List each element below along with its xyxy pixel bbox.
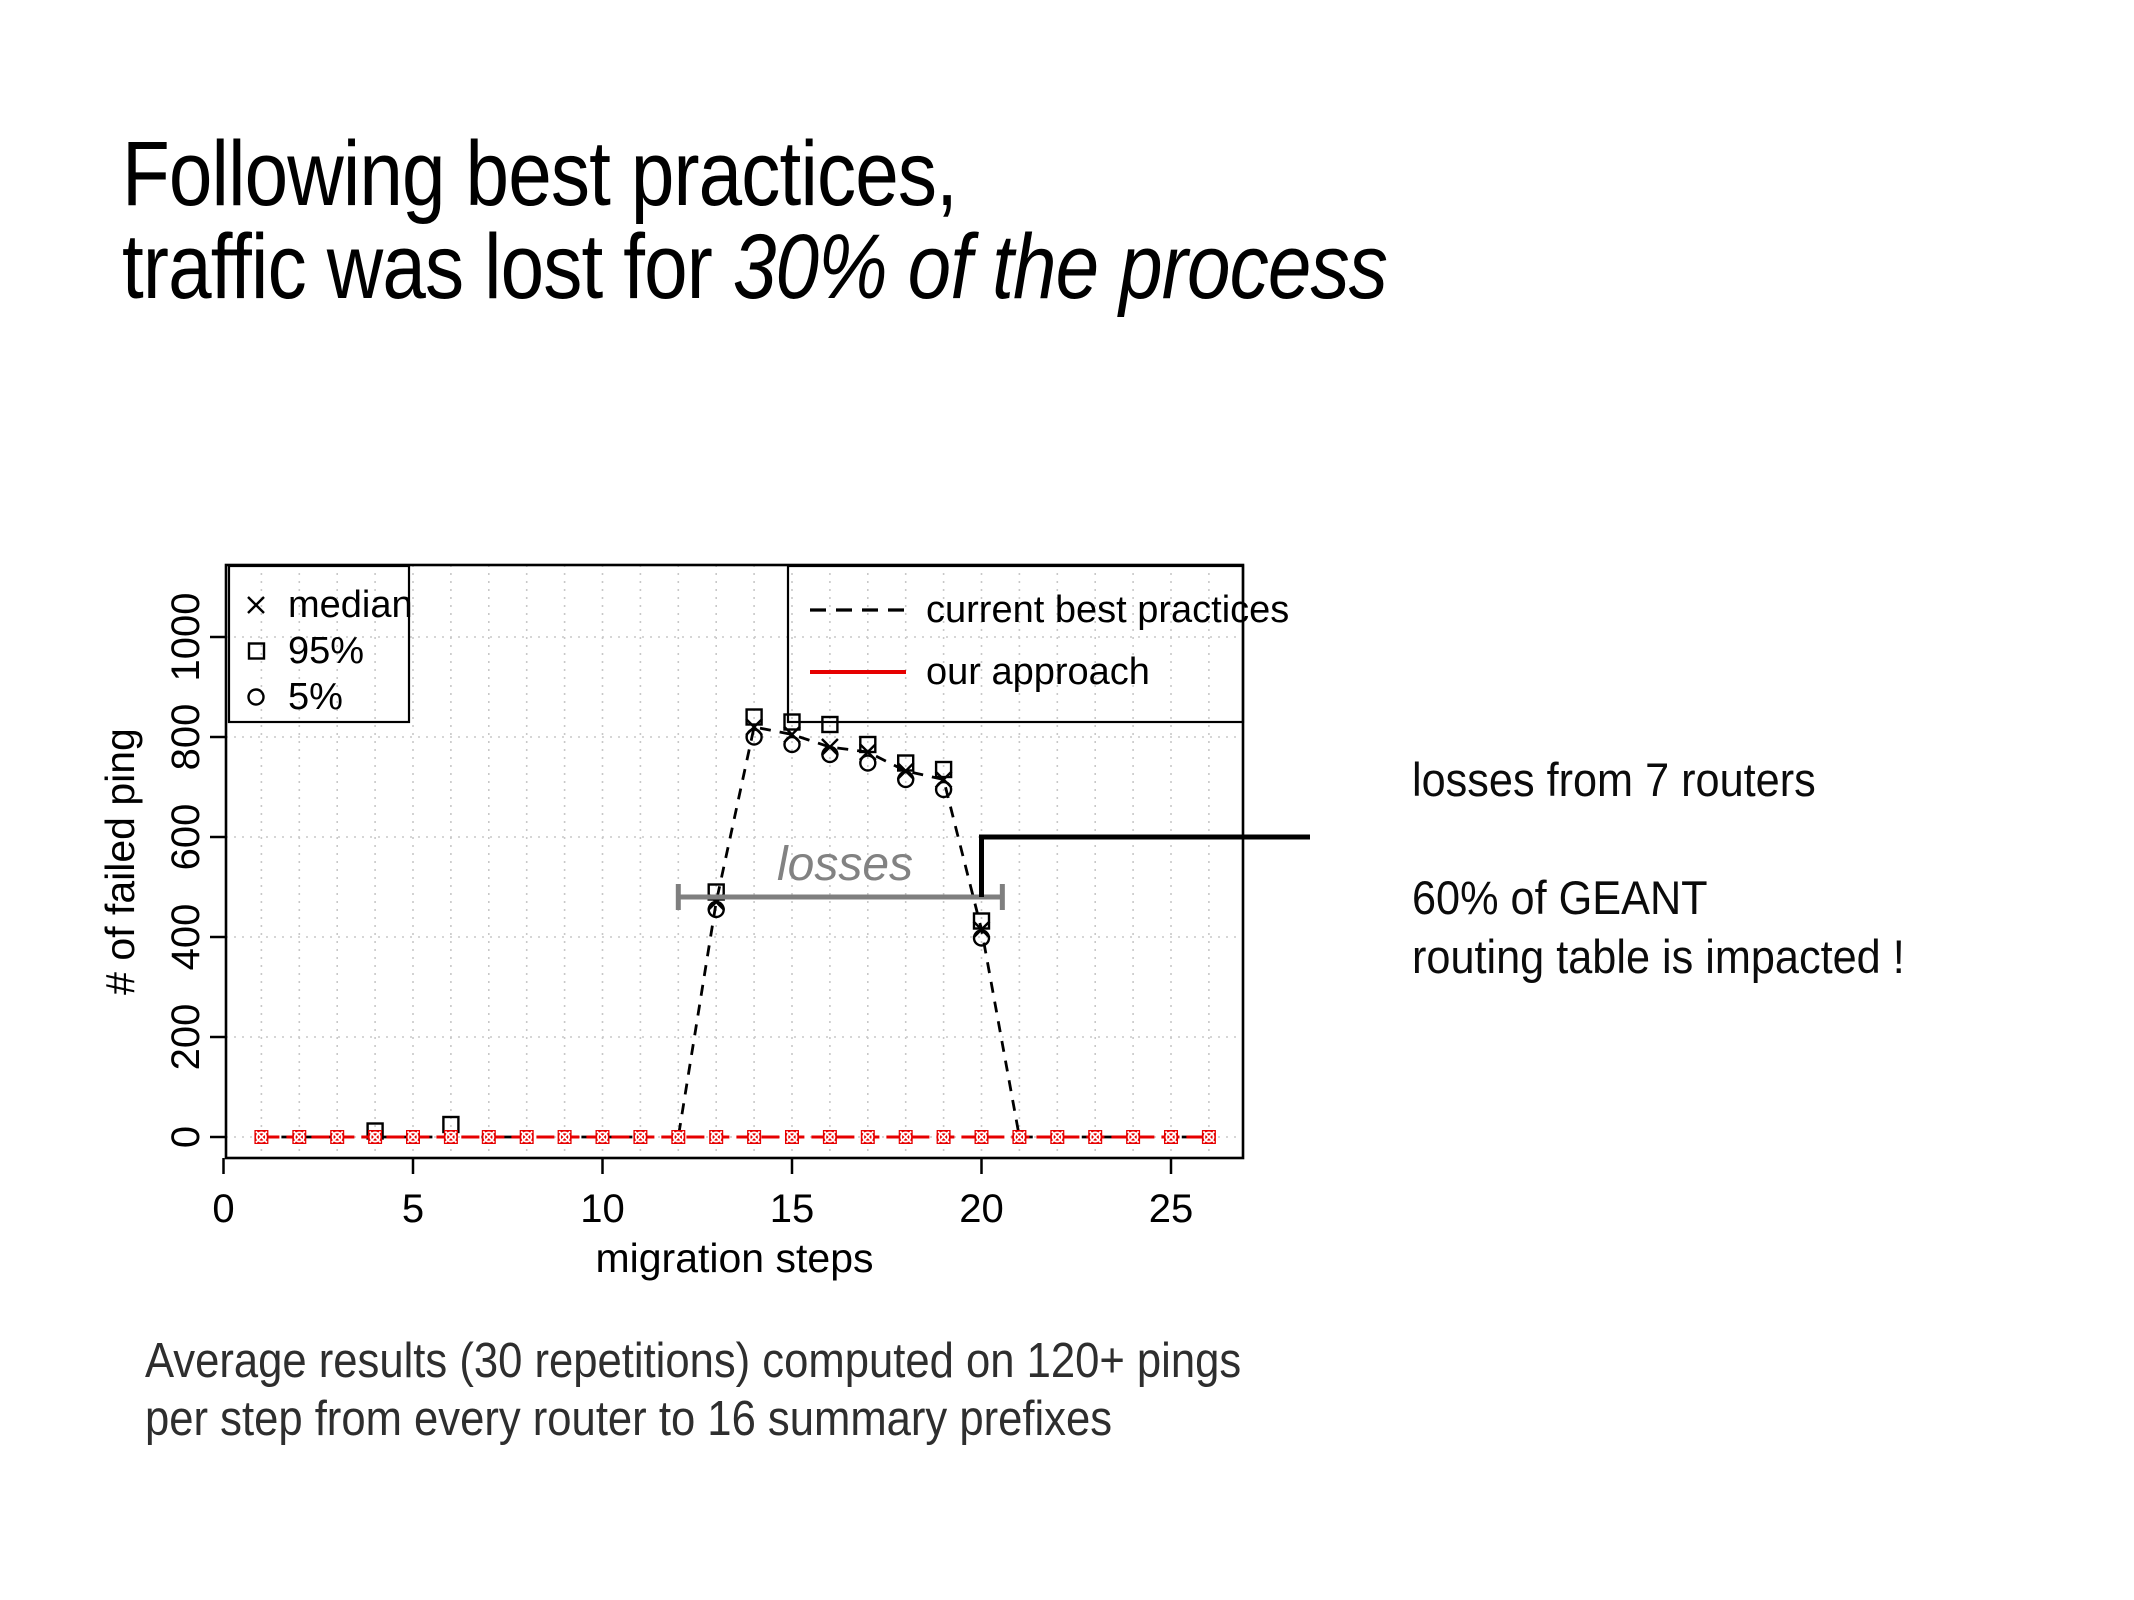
our-approach-marker bbox=[936, 1130, 951, 1144]
caption-line1: Average results (30 repetitions) compute… bbox=[145, 1334, 1242, 1388]
legend-square-icon bbox=[247, 642, 266, 660]
our-approach-marker bbox=[1126, 1130, 1141, 1144]
x-tick-label: 25 bbox=[1149, 1187, 1194, 1231]
our-approach-marker bbox=[974, 1130, 989, 1144]
p5-circle-marker bbox=[821, 745, 839, 764]
point-legend-label: median bbox=[288, 584, 413, 626]
our-approach-marker bbox=[633, 1130, 648, 1144]
y-axis: 0 200 400 600 800 1000 # of failed ping bbox=[97, 593, 226, 1148]
y-tick-label: 0 bbox=[164, 1126, 208, 1148]
annotation-losses-routers: losses from 7 routers bbox=[1412, 753, 1816, 806]
slide-title-line2: traffic was lost for 30% of the process bbox=[122, 216, 1388, 318]
annotation-geant-line2: routing table is impacted ! bbox=[1412, 930, 1905, 983]
our-approach-marker bbox=[898, 1130, 913, 1144]
our-approach-marker bbox=[785, 1130, 799, 1144]
our-approach-marker bbox=[1164, 1130, 1178, 1144]
our-approach-marker bbox=[406, 1130, 420, 1144]
our-approach-marker bbox=[595, 1130, 610, 1144]
our-approach-marker bbox=[860, 1130, 875, 1144]
y-tick-label: 600 bbox=[164, 804, 208, 871]
p5-circle-marker bbox=[934, 780, 953, 799]
annotation-geant-line1: 60% of GEANT bbox=[1412, 871, 1708, 924]
p5-circle-marker bbox=[972, 929, 991, 947]
y-tick-label: 800 bbox=[164, 704, 208, 771]
y-tick-label: 400 bbox=[164, 904, 208, 971]
callout-line bbox=[979, 834, 1310, 897]
p5-circle-marker bbox=[707, 900, 725, 919]
y-tick-label: 1000 bbox=[164, 593, 208, 682]
caption-line2: per step from every router to 16 summary… bbox=[145, 1392, 1113, 1446]
p5-circle-marker bbox=[745, 728, 763, 746]
our-approach-marker bbox=[1050, 1130, 1065, 1144]
x-axis: 0 5 10 15 20 25 migration steps bbox=[212, 1158, 1193, 1281]
p5-circle-marker bbox=[783, 735, 801, 754]
x-tick-label: 5 bbox=[402, 1187, 424, 1231]
y-axis-title: # of failed ping bbox=[97, 728, 143, 995]
slide-title: Following best practices, traffic was lo… bbox=[122, 123, 1388, 318]
our-approach-marker bbox=[747, 1130, 762, 1144]
x-tick-label: 10 bbox=[580, 1187, 625, 1231]
our-approach-marker bbox=[519, 1130, 534, 1144]
p95-square-marker bbox=[934, 760, 953, 779]
our-approach-marker bbox=[292, 1130, 307, 1144]
our-approach-marker bbox=[368, 1130, 383, 1144]
our-approach-marker bbox=[822, 1130, 837, 1144]
x-tick-label: 20 bbox=[959, 1187, 1004, 1231]
our-approach-marker bbox=[709, 1130, 724, 1144]
x-axis-title: migration steps bbox=[595, 1235, 873, 1281]
gridlines bbox=[226, 565, 1243, 1158]
p95-square-marker bbox=[745, 708, 763, 726]
our-approach-marker bbox=[557, 1130, 572, 1144]
caption: Average results (30 repetitions) compute… bbox=[145, 1332, 1241, 1448]
legend-x-icon bbox=[247, 596, 265, 614]
losses-bracket bbox=[675, 884, 1005, 910]
p5-circle-marker bbox=[897, 770, 915, 789]
point-legend-label: 95% bbox=[288, 630, 364, 672]
our-approach-marker bbox=[254, 1130, 269, 1144]
our-approach-marker bbox=[671, 1130, 686, 1144]
annotation-geant-impact: 60% of GEANT routing table is impacted ! bbox=[1412, 868, 1905, 986]
line-legend-label: our approach bbox=[926, 651, 1150, 693]
point-legend-label: 5% bbox=[288, 676, 343, 718]
legend-circle-icon bbox=[247, 688, 265, 706]
slide-title-italic: 30% of the process bbox=[732, 216, 1388, 318]
line-legend-label: current best practices bbox=[926, 589, 1289, 631]
losses-label: losses bbox=[777, 838, 913, 891]
our-approach-marker bbox=[481, 1130, 496, 1144]
x-tick-label: 15 bbox=[770, 1187, 815, 1231]
our-approach-marker bbox=[443, 1130, 458, 1144]
y-tick-label: 200 bbox=[164, 1004, 208, 1071]
slide-title-line1: Following best practices, bbox=[122, 123, 958, 225]
current-best-practices-line bbox=[261, 725, 1209, 1139]
x-tick-label: 0 bbox=[212, 1187, 234, 1231]
our-approach-marker bbox=[330, 1130, 345, 1144]
our-approach-marker bbox=[1201, 1130, 1216, 1144]
our-approach-marker bbox=[1088, 1130, 1103, 1144]
p95-square-marker bbox=[442, 1115, 460, 1134]
our-approach-points bbox=[254, 1130, 1216, 1144]
our-approach-marker bbox=[1012, 1130, 1027, 1144]
p95-square-marker bbox=[821, 715, 839, 734]
plot-frame bbox=[224, 563, 1245, 1160]
line-legend: current best practices our approach bbox=[786, 564, 1289, 724]
p5-circle-marker bbox=[859, 754, 877, 772]
